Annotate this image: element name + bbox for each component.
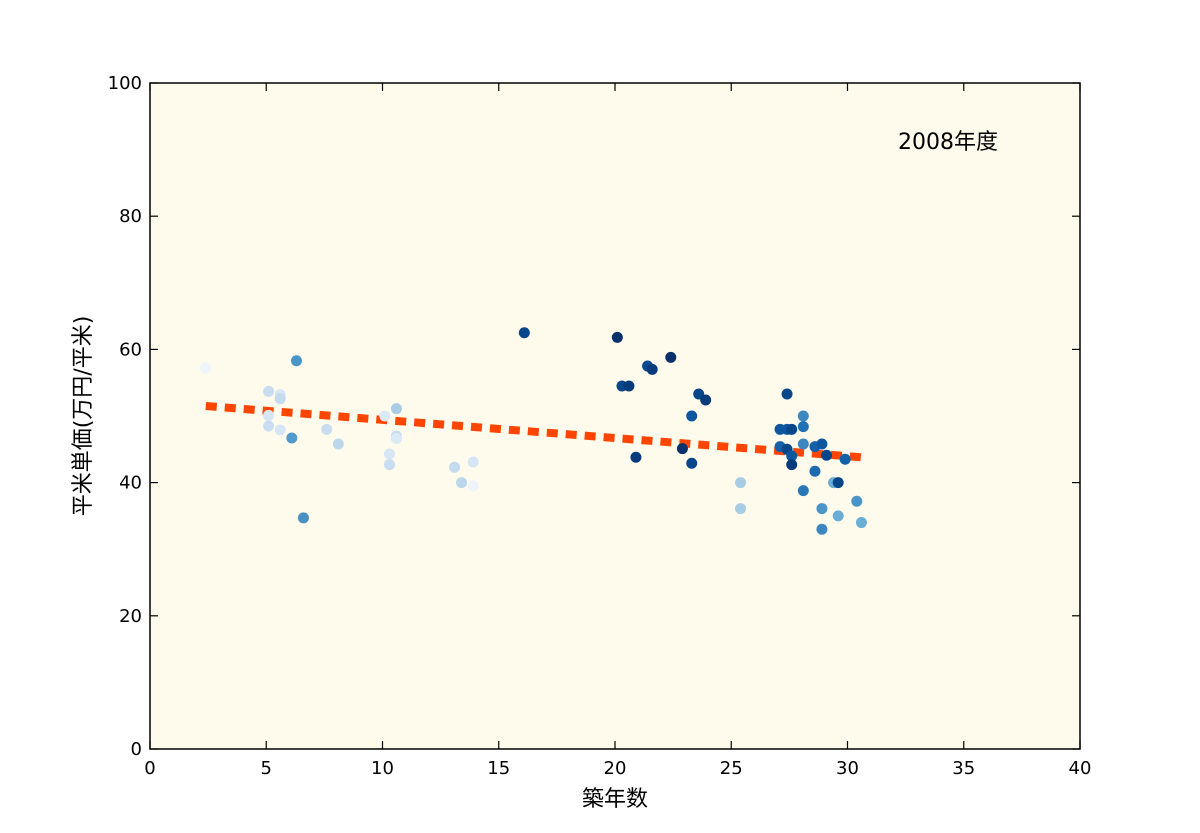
data-point (816, 523, 828, 535)
y-tick-label: 100 (108, 73, 142, 94)
data-point (263, 420, 275, 432)
data-point (686, 457, 698, 469)
data-point (797, 410, 809, 422)
data-point (383, 459, 395, 471)
data-point (786, 423, 798, 435)
data-point (735, 503, 747, 515)
points-layer (200, 327, 867, 535)
data-point (379, 410, 391, 422)
x-tick-label: 40 (1069, 758, 1092, 779)
data-point (263, 409, 275, 421)
data-point (274, 393, 286, 405)
data-point (449, 461, 461, 473)
data-point (786, 459, 798, 471)
x-tick-label: 20 (604, 758, 627, 779)
year-annotation: 2008年度 (898, 130, 998, 155)
trend-layer (205, 402, 862, 462)
data-point (832, 510, 844, 522)
y-tick-label: 60 (119, 339, 142, 360)
data-point (855, 517, 867, 529)
x-axis-label: 築年数 (582, 787, 648, 812)
data-point (686, 410, 698, 422)
data-point (786, 450, 798, 462)
data-point (518, 327, 530, 339)
data-point (851, 495, 863, 507)
y-tick-label: 80 (119, 206, 142, 227)
data-point (390, 433, 402, 445)
data-point (467, 480, 479, 492)
trend-line (205, 402, 862, 462)
data-point (290, 355, 302, 367)
y-tick-label: 20 (119, 606, 142, 627)
data-point (611, 331, 623, 343)
data-point (646, 363, 658, 375)
data-point (467, 456, 479, 468)
data-point (456, 477, 468, 489)
ticks-layer: 0 5 10 15 20 25 30 35 40 0 20 40 60 80 100 (108, 73, 1092, 779)
data-point (797, 438, 809, 450)
data-point (321, 423, 333, 435)
data-point (263, 385, 275, 397)
data-point (816, 438, 828, 450)
data-point (816, 503, 828, 515)
data-point (797, 485, 809, 497)
data-point (809, 465, 821, 477)
y-tick-label: 0 (131, 739, 142, 760)
x-tick-label: 0 (144, 758, 155, 779)
y-tick-label: 40 (119, 473, 142, 494)
data-point (383, 448, 395, 460)
x-tick-label: 25 (720, 758, 743, 779)
data-point (821, 449, 833, 461)
data-point (332, 438, 344, 450)
y-axis-label: 平米単価(万円/平米) (71, 316, 96, 517)
data-point (297, 512, 309, 524)
data-point (665, 351, 677, 363)
x-tick-label: 10 (371, 758, 394, 779)
data-point (274, 424, 286, 436)
data-point (630, 451, 642, 463)
data-point (839, 453, 851, 465)
x-tick-label: 35 (952, 758, 975, 779)
data-point (832, 477, 844, 489)
x-tick-label: 5 (261, 758, 272, 779)
x-tick-label: 15 (487, 758, 510, 779)
data-point (700, 394, 712, 406)
data-point (390, 403, 402, 415)
data-point (735, 477, 747, 489)
data-point (286, 432, 298, 444)
data-point (200, 362, 212, 374)
x-tick-label: 30 (836, 758, 859, 779)
data-point (623, 380, 635, 392)
data-point (781, 388, 793, 400)
data-point (676, 443, 688, 455)
data-point (797, 421, 809, 433)
